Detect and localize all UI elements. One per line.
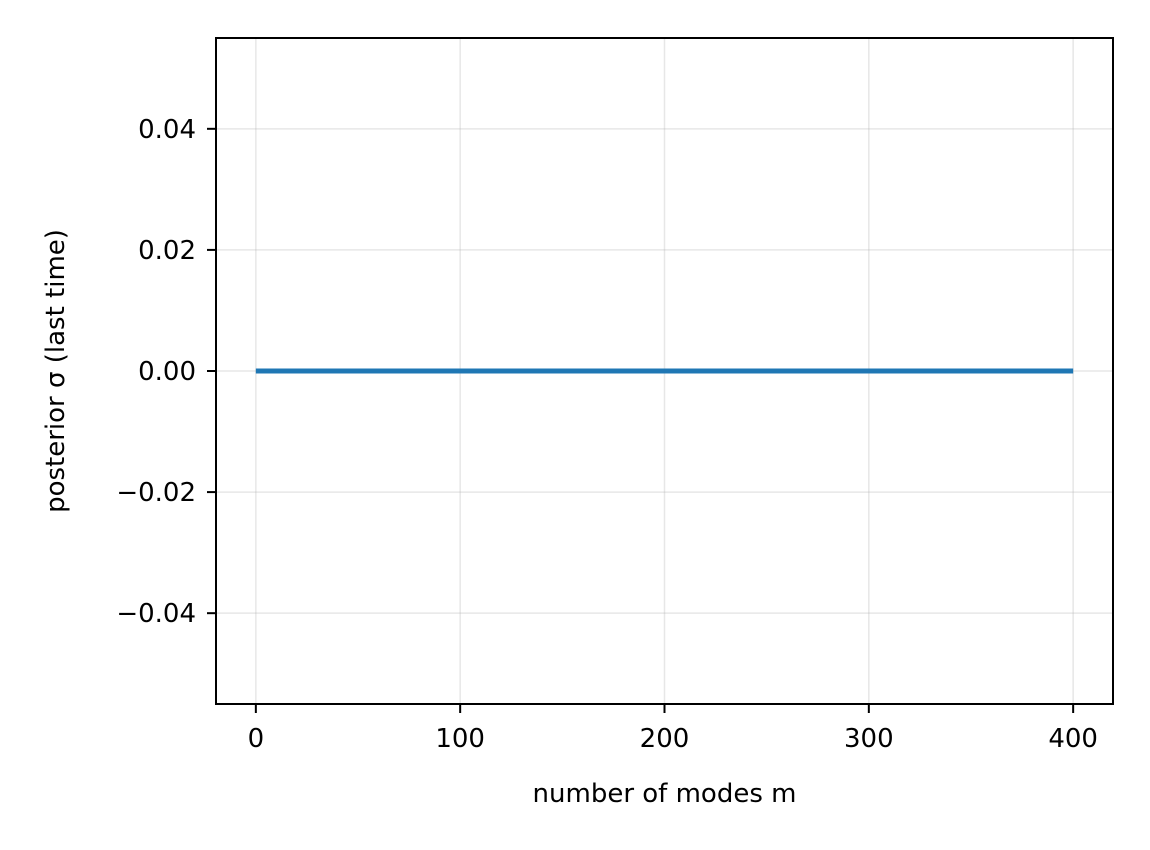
x-tick-label: 300 — [844, 724, 894, 754]
x-tick-label: 400 — [1048, 724, 1098, 754]
y-tick-label: 0.04 — [138, 115, 196, 145]
x-tick-label: 100 — [435, 724, 485, 754]
y-axis-label: posterior σ (last time) — [41, 229, 71, 513]
y-tick-label: 0.02 — [138, 236, 196, 266]
x-axis-label: number of modes m — [533, 779, 797, 809]
x-tick-label: 200 — [640, 724, 690, 754]
y-tick-label: 0.00 — [138, 357, 196, 387]
ticks: 0 100 200 300 400 0.04 0.02 0.00 −0.02 −0.04 — [116, 115, 1098, 754]
x-tick-label: 0 — [248, 724, 265, 754]
y-tick-label: −0.04 — [116, 599, 196, 629]
y-tick-label: −0.02 — [116, 478, 196, 508]
